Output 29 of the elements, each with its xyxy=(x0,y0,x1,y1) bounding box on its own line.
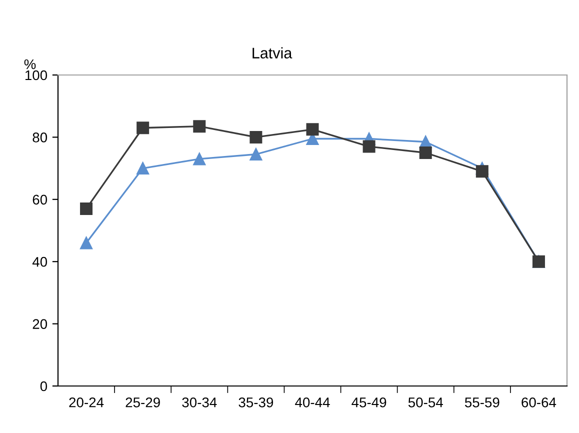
y-tick-label: 20 xyxy=(32,319,48,329)
point xyxy=(193,152,206,166)
point xyxy=(136,162,150,175)
y-tick-label: 80 xyxy=(32,132,48,142)
x-tick-label: 50-54 xyxy=(408,397,443,408)
x-tick-label: 20-24 xyxy=(69,397,104,408)
x-tick-label: 60-64 xyxy=(522,397,556,408)
x-tick-label: 25-29 xyxy=(126,397,160,408)
x-tick-label: 40-44 xyxy=(295,397,330,408)
point xyxy=(419,146,432,159)
point xyxy=(136,122,150,134)
point xyxy=(80,236,93,250)
y-tick-label: 100 xyxy=(25,70,48,80)
chart-title: Latvia xyxy=(252,47,292,58)
point xyxy=(80,202,93,215)
x-tick-label: 30-34 xyxy=(182,397,217,408)
x-tick-label: 55-59 xyxy=(464,397,500,408)
y-tick-label: 60 xyxy=(32,194,48,205)
point xyxy=(193,120,206,133)
y-tick-label: 40 xyxy=(32,256,48,267)
point xyxy=(476,165,488,178)
y-tick-label: 0 xyxy=(40,381,48,392)
point xyxy=(306,123,319,136)
y-axis-title: % xyxy=(24,59,36,70)
point xyxy=(250,130,262,144)
x-tick-label: 45-49 xyxy=(352,397,386,408)
point xyxy=(250,148,262,161)
x-tick-label: 35-39 xyxy=(238,397,274,408)
point xyxy=(362,140,376,153)
